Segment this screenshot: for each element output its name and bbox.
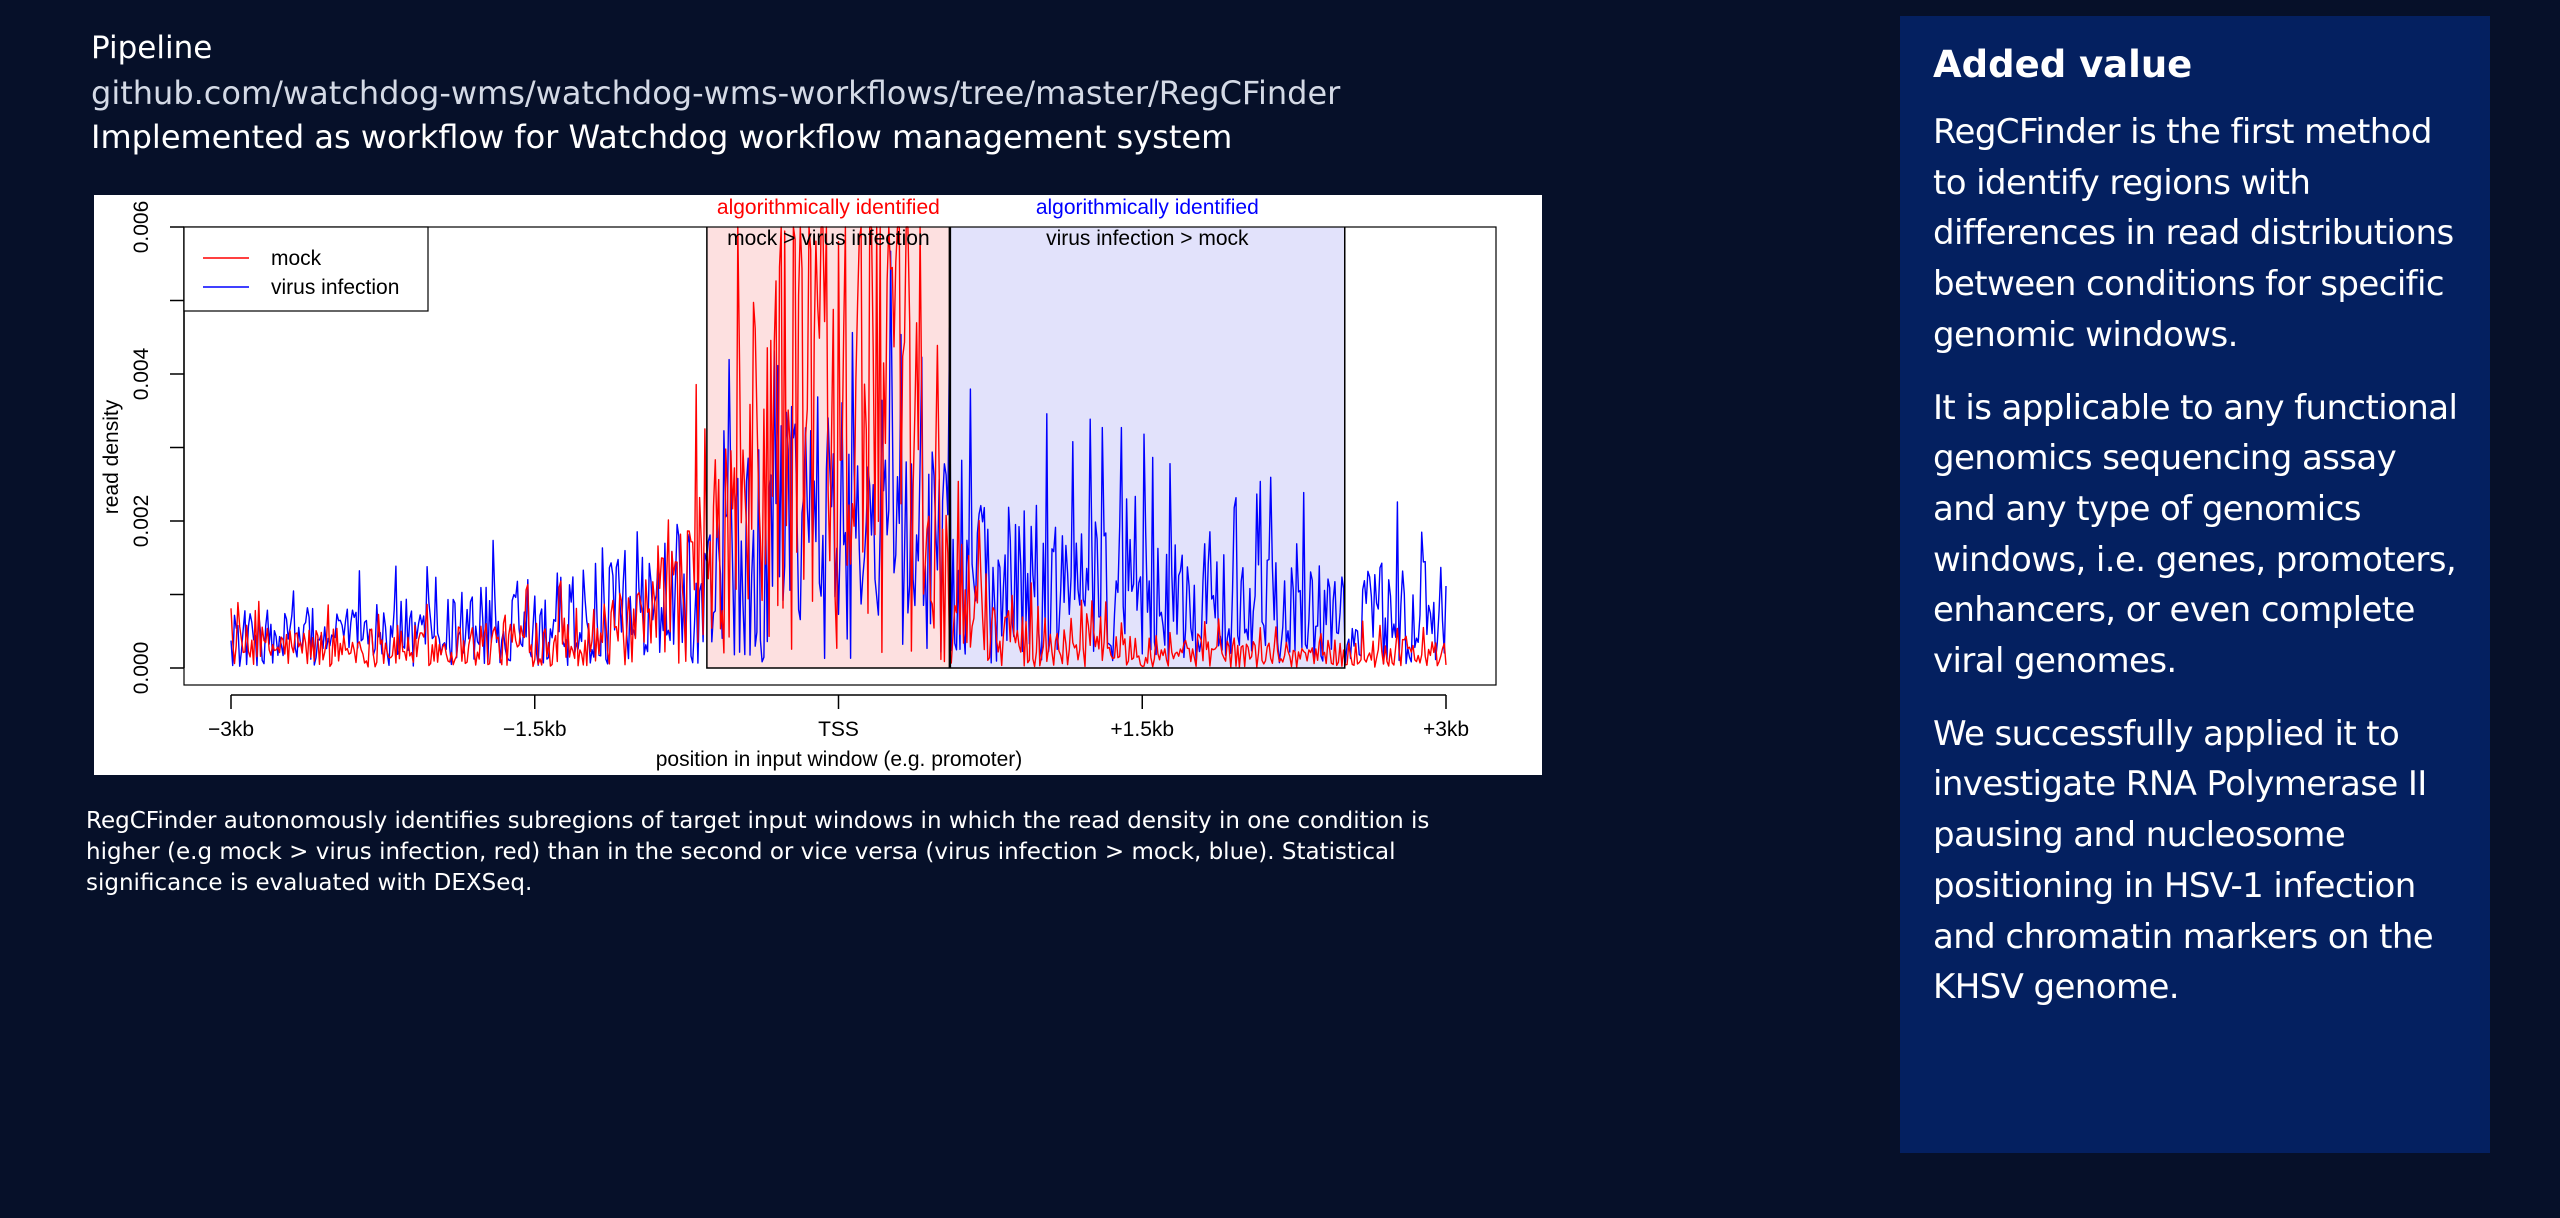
legend-label: mock — [271, 247, 322, 270]
read-density-plot: algorithmically identified mock > virus i… — [100, 196, 1497, 771]
x-axis-label: position in input window (e.g. promoter) — [656, 748, 1023, 771]
x-tick-label: +3kb — [1423, 718, 1469, 741]
read-density-chart: algorithmically identified mock > virus i… — [94, 195, 1542, 775]
added-value-heading: Added value — [1933, 43, 2193, 86]
series-line-virus-infection — [230, 250, 1447, 667]
pipeline-description: Implemented as workflow for Watchdog wor… — [91, 118, 1233, 156]
pipeline-repository-link[interactable]: github.com/watchdog-wms/watchdog-wms-wor… — [91, 74, 1341, 112]
legend-box — [183, 226, 429, 312]
y-tick-label: 0.004 — [130, 347, 153, 400]
pipeline-heading: Pipeline — [91, 30, 213, 66]
region-label: virus infection > mock — [1046, 227, 1249, 250]
added-value-paragraph: RegCFinder is the first method to identi… — [1933, 112, 2454, 355]
added-value-paragraph: It is applicable to any functional genom… — [1933, 387, 2458, 682]
x-tick-label: −1.5kb — [503, 718, 567, 741]
added-value-paragraph: We successfully applied it to investigat… — [1933, 713, 2434, 1008]
x-tick-label: +1.5kb — [1110, 718, 1174, 741]
region-top-label: algorithmically identified — [1036, 196, 1259, 219]
x-tick-label: −3kb — [208, 718, 254, 741]
region-label: mock > virus infection — [727, 227, 930, 250]
x-tick-label: TSS — [818, 718, 859, 741]
y-tick-label: 0.006 — [130, 201, 153, 254]
region-outline — [706, 227, 1346, 669]
y-axis-label: read density — [100, 399, 123, 514]
added-value-panel: Added value RegCFinder is the first meth… — [1900, 16, 2490, 1153]
legend-label: virus infection — [271, 276, 399, 299]
series-line-mock — [230, 226, 1447, 668]
region-top-label: algorithmically identified — [717, 196, 940, 219]
y-tick-label: 0.002 — [130, 495, 153, 548]
chart-caption: RegCFinder autonomously identifies subre… — [86, 808, 1430, 896]
y-tick-label: 0.000 — [130, 642, 153, 695]
